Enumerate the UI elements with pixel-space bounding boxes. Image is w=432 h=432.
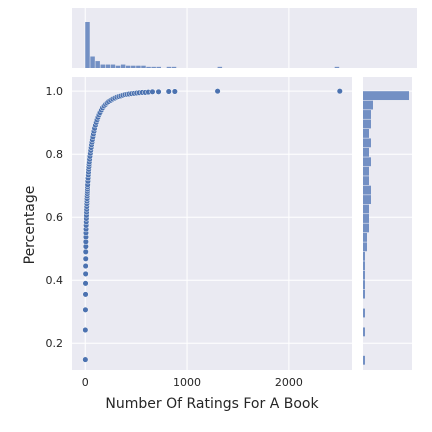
data-point <box>82 248 89 255</box>
right-hist-bar <box>363 138 371 148</box>
top-hist-bar <box>334 66 340 68</box>
right-hist-bar <box>363 261 365 271</box>
top-hist-bar <box>136 65 141 68</box>
right-marginal-background <box>363 77 412 370</box>
plot-background <box>72 77 352 370</box>
top-hist-bar <box>95 61 100 68</box>
right-hist-bar <box>363 157 371 167</box>
top-hist-bar <box>217 66 223 68</box>
data-point <box>165 88 172 95</box>
right-hist-bar <box>363 355 365 365</box>
top-hist-bar <box>171 66 177 68</box>
y-axis-label: Percentage <box>22 186 38 265</box>
data-point <box>82 306 89 313</box>
top-hist-bar <box>151 66 156 68</box>
right-hist-bar <box>363 166 369 176</box>
top-hist-bar <box>166 66 172 68</box>
right-hist-bar <box>363 128 369 138</box>
right-hist-bar <box>363 185 371 195</box>
data-point <box>336 88 343 95</box>
right-hist-bar <box>363 100 373 110</box>
right-hist-bar <box>363 232 367 242</box>
data-point <box>82 270 89 277</box>
right-hist-bar <box>363 110 371 119</box>
right-hist-bar <box>363 308 365 318</box>
x-axis-label: Number Of Ratings For A Book <box>105 396 319 412</box>
top-hist-bar <box>141 65 146 68</box>
right-hist-bar <box>363 119 371 129</box>
right-hist-bar <box>363 147 369 157</box>
top-hist-bar <box>85 22 90 68</box>
data-point <box>82 291 89 298</box>
scatter-points <box>82 88 343 363</box>
y-tick-label: 0.2 <box>46 337 64 350</box>
right-hist-bar <box>363 270 365 280</box>
right-hist-bar <box>363 91 409 101</box>
right-hist-bar <box>363 242 367 252</box>
right-hist-bar <box>363 327 365 337</box>
right-hist-bar <box>363 204 369 214</box>
data-point <box>171 88 178 95</box>
right-hist-bar <box>363 251 365 261</box>
top-hist-bar <box>125 65 131 68</box>
x-tick-label: 2000 <box>275 376 303 389</box>
tick-labels: 0 1000 2000 0.2 0.4 0.6 0.8 1.0 <box>46 85 303 389</box>
data-point <box>82 280 89 287</box>
data-point <box>82 262 89 270</box>
y-tick-label: 1.0 <box>46 85 64 98</box>
top-hist-bar <box>146 66 151 68</box>
top-marginal-histogram <box>85 22 340 68</box>
y-tick-label: 0.6 <box>46 211 64 224</box>
right-hist-bar <box>363 195 371 204</box>
top-hist-bar <box>115 65 121 68</box>
right-hist-bar <box>363 289 365 299</box>
right-hist-bar <box>363 214 369 223</box>
y-tick-label: 0.8 <box>46 148 64 161</box>
data-point <box>82 255 89 262</box>
y-tick-label: 0.4 <box>46 274 64 287</box>
x-tick-label: 1000 <box>173 376 201 389</box>
top-hist-bar <box>131 65 136 68</box>
right-marginal-histogram <box>363 91 409 365</box>
right-hist-bar <box>363 176 369 186</box>
data-point <box>82 326 89 334</box>
data-point <box>214 88 221 95</box>
top-hist-bar <box>156 66 161 68</box>
top-hist-bar <box>90 56 95 68</box>
data-point <box>155 88 162 95</box>
top-hist-bar <box>110 64 116 68</box>
top-hist-bar <box>100 64 105 68</box>
right-hist-bar <box>363 223 369 233</box>
right-hist-bar <box>363 280 365 290</box>
top-hist-bar <box>105 64 111 68</box>
top-marginal-background <box>72 8 417 68</box>
data-point <box>149 88 156 95</box>
data-point <box>82 356 89 363</box>
top-hist-bar <box>120 64 126 68</box>
x-tick-label: 0 <box>82 376 89 389</box>
